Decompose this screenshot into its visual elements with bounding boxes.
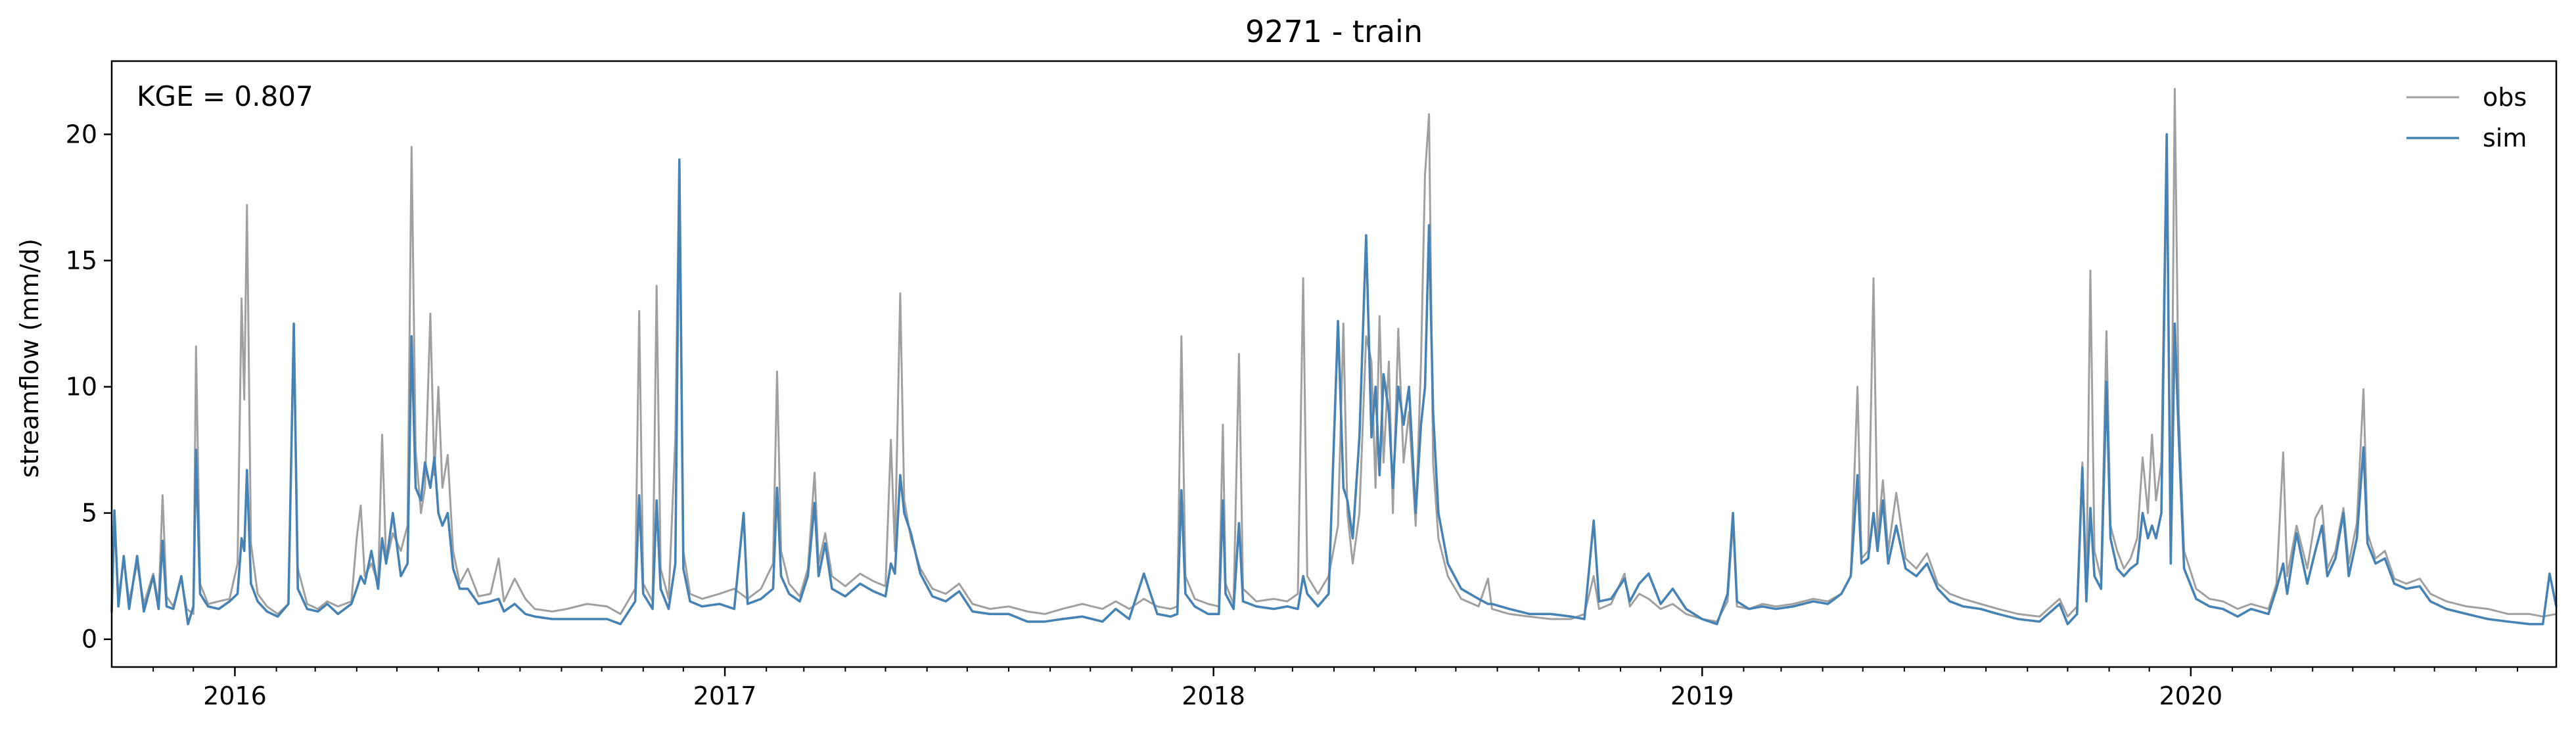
y-axis: 0 5 10 15 20 [66,120,112,654]
x-tick-label: 2016 [203,681,267,710]
chart-title: 9271 - train [1245,14,1423,49]
x-tick-label: 2018 [1182,681,1245,710]
y-tick-label: 0 [81,625,97,654]
y-tick-label: 15 [66,246,97,275]
legend: obs sim [2406,83,2527,152]
series-line-obs [110,87,2557,623]
x-tick-label: 2017 [693,681,757,710]
series-line-sim [110,133,2558,626]
x-tick-label: 2019 [1670,681,1734,710]
y-axis-label: streamflow (mm/d) [15,239,44,478]
y-tick-label: 20 [66,120,97,149]
legend-label-obs: obs [2483,83,2527,112]
x-axis: 2016 2017 2018 2019 2020 [152,667,2518,710]
kge-annotation: KGE = 0.807 [137,80,313,112]
legend-label-sim: sim [2483,124,2527,152]
x-tick-label: 2020 [2159,681,2222,710]
y-tick-label: 5 [81,499,97,528]
y-tick-label: 10 [66,373,97,402]
plot-frame [110,60,2558,668]
plot-area [110,87,2558,626]
